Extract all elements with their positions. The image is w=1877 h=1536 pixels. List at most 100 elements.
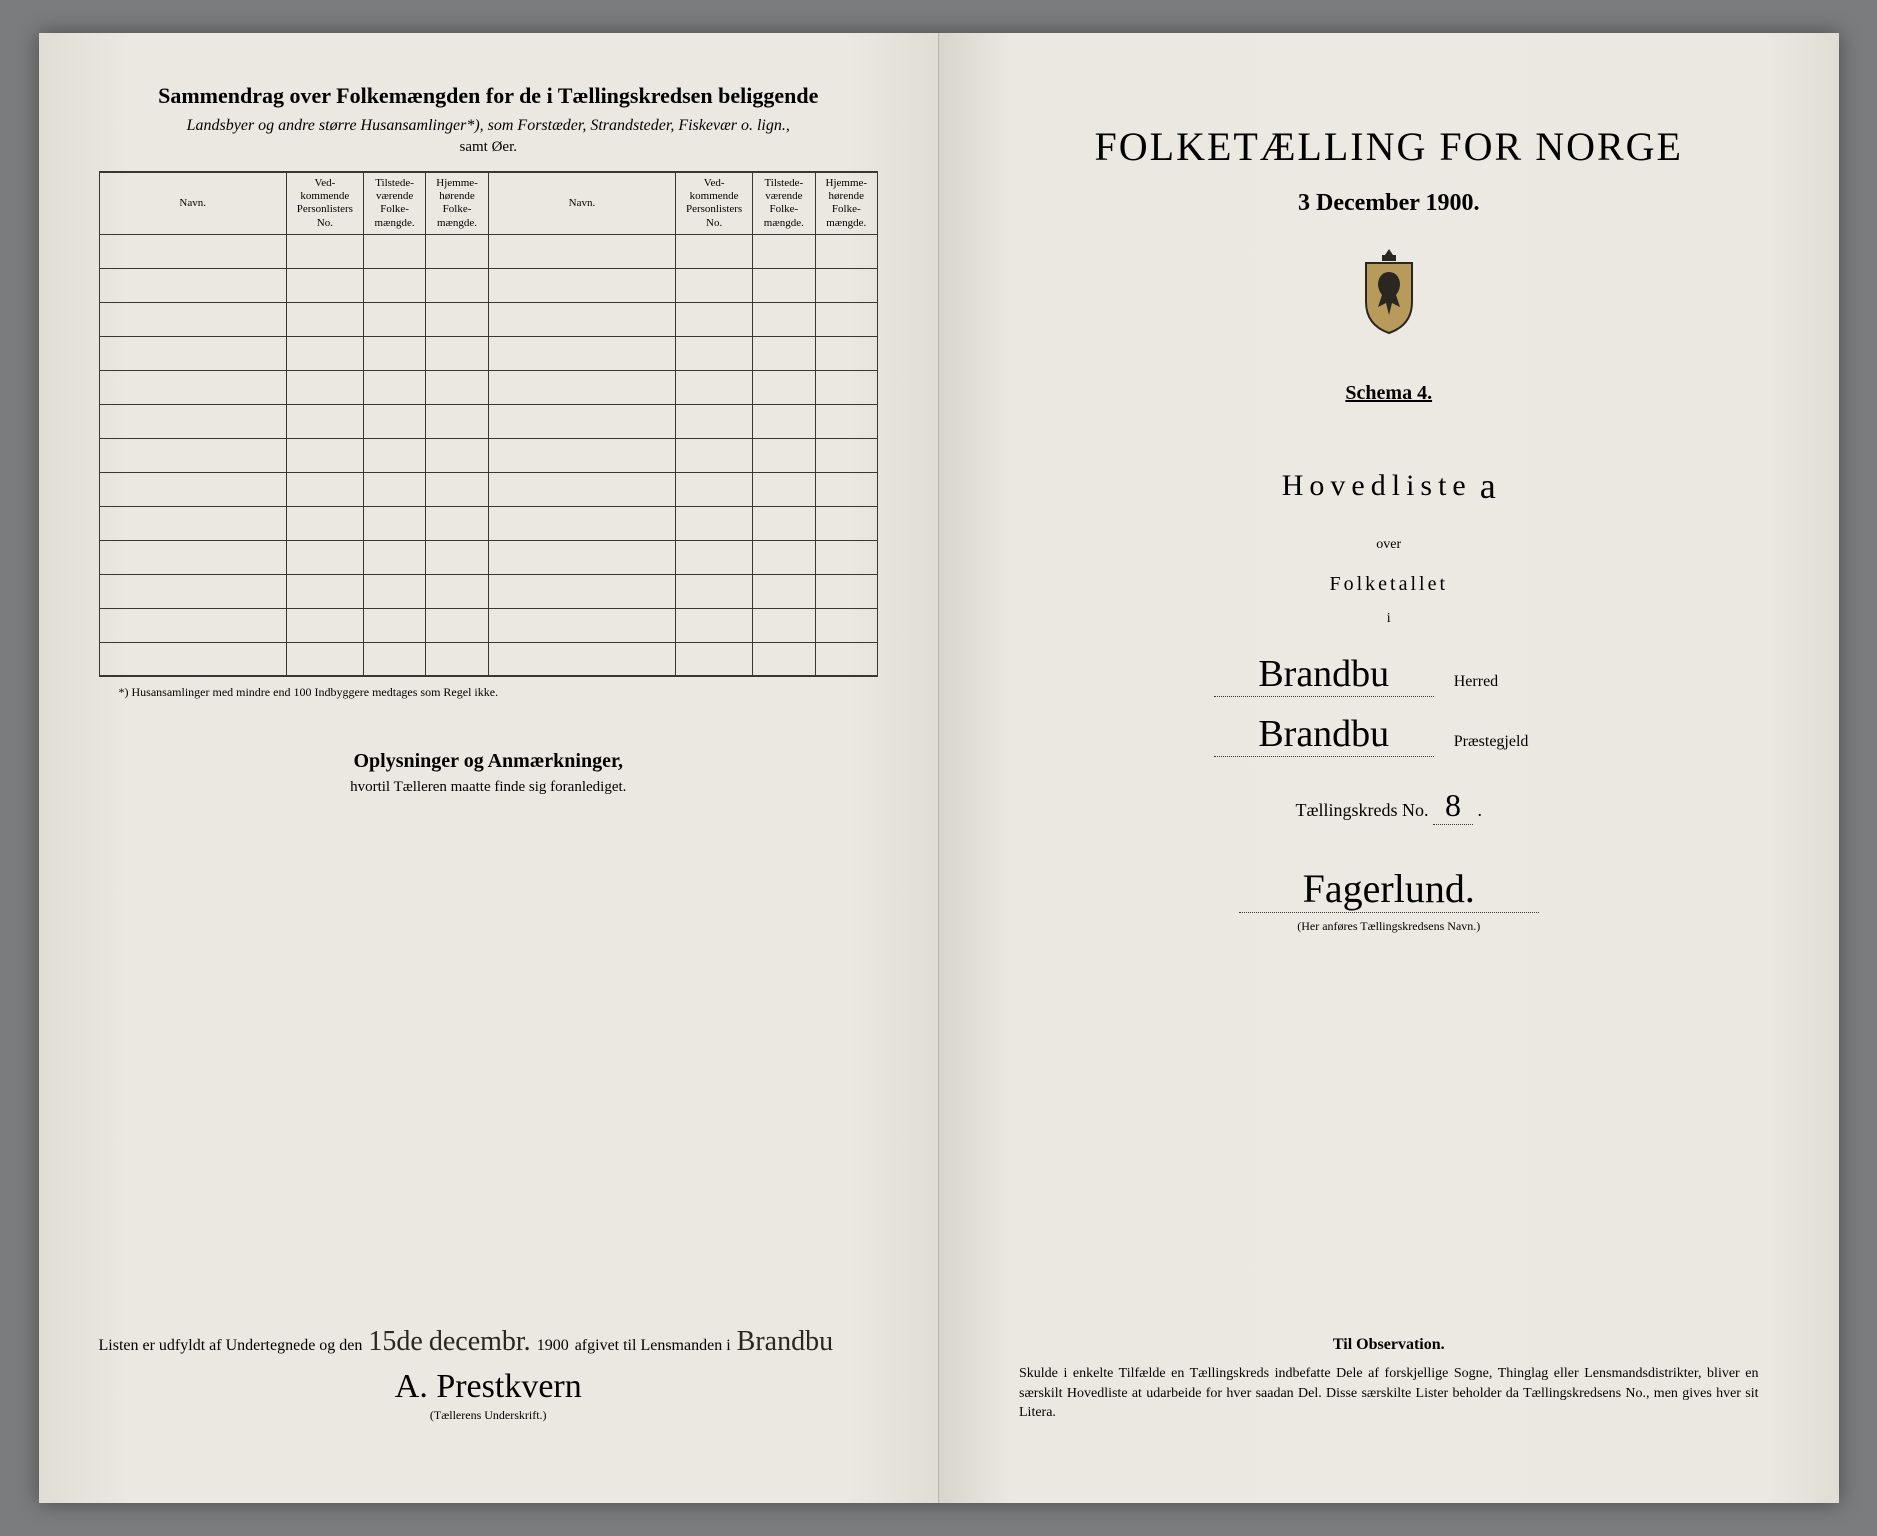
table-cell: [815, 404, 877, 438]
observation-title: Til Observation.: [1019, 1336, 1759, 1354]
table-cell: [815, 540, 877, 574]
left-title: Sammendrag over Folkemængden for de i Tæ…: [99, 83, 879, 109]
table-cell: [426, 642, 488, 676]
table-cell: [488, 574, 675, 608]
herred-row: Brandbu Herred: [999, 652, 1779, 697]
table-cell: [286, 574, 363, 608]
table-cell: [286, 404, 363, 438]
table-cell: [676, 608, 753, 642]
table-cell: [815, 574, 877, 608]
table-cell: [363, 608, 425, 642]
table-cell: [815, 336, 877, 370]
table-cell: [815, 472, 877, 506]
table-cell: [286, 608, 363, 642]
table-cell: [488, 608, 675, 642]
schema-label: Schema 4.: [999, 382, 1779, 405]
kreds-row: Tællingskreds No. 8 .: [999, 787, 1779, 825]
table-cell: [286, 268, 363, 302]
table-cell: [286, 506, 363, 540]
table-cell: [99, 234, 286, 268]
right-page: FOLKETÆLLING FOR NORGE 3 December 1900. …: [939, 33, 1839, 1503]
table-cell: [753, 438, 815, 472]
table-cell: [426, 608, 488, 642]
signature-block: Listen er udfyldt af Undertegnede og den…: [99, 1326, 879, 1423]
table-cell: [753, 336, 815, 370]
table-cell: [363, 336, 425, 370]
table-cell: [676, 336, 753, 370]
hovedliste-litera: a: [1480, 465, 1496, 507]
table-cell: [99, 472, 286, 506]
kreds-number: 8: [1433, 787, 1473, 825]
table-cell: [363, 506, 425, 540]
table-row: [99, 608, 878, 642]
left-header: Sammendrag over Folkemængden for de i Tæ…: [99, 83, 879, 156]
table-cell: [815, 506, 877, 540]
sig-month: decembr.: [429, 1326, 531, 1358]
subtitle-samt: samt Øer.: [99, 139, 879, 156]
col-hjem-2: Hjemme- hørende Folke- mængde.: [815, 172, 877, 234]
table-cell: [363, 404, 425, 438]
signature-caption: (Tællerens Underskrift.): [99, 1408, 879, 1423]
table-cell: [363, 574, 425, 608]
census-date: 3 December 1900.: [999, 190, 1779, 217]
kreds-prefix: Tællingskreds No.: [1296, 800, 1429, 820]
table-row: [99, 268, 878, 302]
table-cell: [99, 268, 286, 302]
table-row: [99, 438, 878, 472]
table-cell: [286, 370, 363, 404]
table-row: [99, 404, 878, 438]
table-cell: [676, 506, 753, 540]
table-cell: [676, 438, 753, 472]
table-cell: [286, 336, 363, 370]
table-cell: [676, 574, 753, 608]
table-cell: [488, 472, 675, 506]
sig-mid: afgivet til Lensmanden i: [575, 1337, 731, 1355]
table-cell: [363, 234, 425, 268]
main-title: FOLKETÆLLING FOR NORGE: [999, 123, 1779, 170]
col-navn-1: Navn.: [99, 172, 286, 234]
col-tilst-1: Tilstede- værende Folke- mængde.: [363, 172, 425, 234]
table-row: [99, 472, 878, 506]
table-cell: [676, 302, 753, 336]
sig-year: 1900: [537, 1337, 569, 1355]
table-cell: [99, 336, 286, 370]
table-cell: [286, 302, 363, 336]
table-cell: [676, 234, 753, 268]
observation-text: Skulde i enkelte Tilfælde en Tællingskre…: [1019, 1364, 1759, 1423]
table-cell: [426, 336, 488, 370]
table-cell: [676, 370, 753, 404]
table-cell: [815, 302, 877, 336]
i-label: i: [999, 611, 1779, 627]
table-row: [99, 574, 878, 608]
table-cell: [99, 574, 286, 608]
observation-block: Til Observation. Skulde i enkelte Tilfæl…: [1019, 1336, 1759, 1423]
table-cell: [286, 234, 363, 268]
table-cell: [99, 438, 286, 472]
table-cell: [753, 370, 815, 404]
table-cell: [815, 234, 877, 268]
table-cell: [99, 608, 286, 642]
herred-label: Herred: [1454, 673, 1564, 691]
table-cell: [426, 404, 488, 438]
table-cell: [286, 642, 363, 676]
table-cell: [99, 404, 286, 438]
table-cell: [286, 540, 363, 574]
table-cell: [815, 608, 877, 642]
table-cell: [488, 336, 675, 370]
table-cell: [488, 642, 675, 676]
table-cell: [426, 574, 488, 608]
subtitle-prefix: Landsbyer: [187, 117, 255, 134]
table-cell: [99, 642, 286, 676]
table-cell: [426, 438, 488, 472]
praeste-value: Brandbu: [1214, 712, 1434, 757]
sig-place: Brandbu: [737, 1326, 833, 1358]
table-cell: [815, 642, 877, 676]
table-cell: [753, 574, 815, 608]
table-cell: [815, 268, 877, 302]
praeste-label: Præstegjeld: [1454, 733, 1564, 751]
table-footnote: *) Husansamlinger med mindre end 100 Ind…: [99, 685, 879, 700]
table-row: [99, 336, 878, 370]
table-cell: [426, 540, 488, 574]
table-cell: [363, 642, 425, 676]
table-cell: [488, 370, 675, 404]
